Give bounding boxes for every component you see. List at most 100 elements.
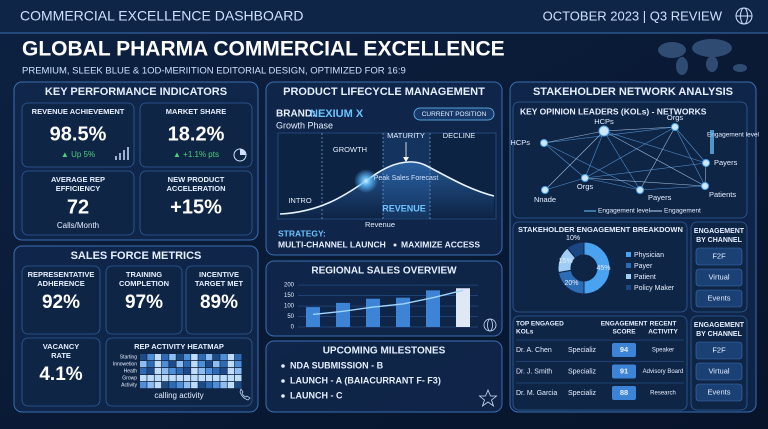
channel-item: F2F xyxy=(712,251,726,260)
heatmap-cell xyxy=(147,361,154,368)
milestone: LAUNCH - C xyxy=(290,390,343,400)
metric-card xyxy=(105,265,183,335)
network-node xyxy=(671,123,679,131)
node-label: HCPs xyxy=(594,117,614,126)
table-header: ACTIVITY xyxy=(648,329,678,336)
channel-item: F2F xyxy=(712,345,726,354)
globe-icon xyxy=(735,7,753,25)
kol-activity: Advisory Board xyxy=(643,369,684,375)
heatmap-cell xyxy=(154,361,162,368)
milestone: NDA SUBMISSION - B xyxy=(290,360,384,370)
bar xyxy=(456,288,470,327)
bar xyxy=(396,297,410,327)
heatmap-cell xyxy=(198,382,205,389)
heatmap-cell xyxy=(183,361,191,368)
heatmap-cell xyxy=(183,375,191,382)
y-tick-label: 150 xyxy=(284,293,295,299)
badge-text: CURRENT POSITION xyxy=(422,111,487,118)
heatmap-cell xyxy=(220,375,227,382)
kol-score: 94 xyxy=(620,345,629,354)
milestone: LAUNCH - A (BAIACURRANT F- F3) xyxy=(290,375,441,385)
heatmap-cell xyxy=(176,368,184,375)
bullet xyxy=(281,394,285,398)
network-edge xyxy=(584,177,706,187)
heatmap-cell xyxy=(176,375,184,382)
card-note: Calls/Month xyxy=(57,221,99,230)
heatmap-row-label: Activity xyxy=(121,382,137,388)
heatmap-cell xyxy=(140,361,147,368)
hero-title: GLOBAL PHARMA COMMERCIAL EXCELLENCE xyxy=(22,38,505,61)
heatmap-cell xyxy=(213,368,220,375)
card-label: REVENUE ACHIEVEMENT xyxy=(32,107,125,116)
heatmap-cell xyxy=(205,361,213,368)
stage-label: GROWTH xyxy=(333,145,367,154)
card-value: 89% xyxy=(200,292,238,313)
heatmap-cell xyxy=(220,382,227,389)
bar xyxy=(336,302,350,327)
bar xyxy=(306,307,320,327)
node-label: Orgs xyxy=(577,182,594,191)
slice-label: 15% xyxy=(559,258,573,265)
bullet xyxy=(393,243,397,247)
heatmap-cell xyxy=(161,375,169,382)
axis-label: Revenue xyxy=(365,220,395,229)
strategy-item: MAXIMIZE ACCESS xyxy=(401,239,480,249)
revenue-tag: REVENUE xyxy=(382,203,426,213)
heatmap-cell xyxy=(140,375,147,382)
table-header: ENGAGEMENT xyxy=(601,321,648,328)
heatmap-cell xyxy=(191,368,198,375)
bar xyxy=(366,298,380,327)
kol-activity: Research xyxy=(650,391,676,397)
table-header: KOLs xyxy=(516,329,534,336)
panel-title: STAKEHOLDER NETWORK ANALYSIS xyxy=(533,86,733,98)
breakdown-title: STAKEHOLDER ENGAGEMENT BREAKDOWN xyxy=(518,225,683,234)
heatmap-cell xyxy=(213,375,220,382)
heatmap-cell xyxy=(183,354,191,361)
kol-name: Dr. J. Smith xyxy=(516,368,552,375)
card-label: RATE xyxy=(51,351,71,360)
channel-item: Virtual xyxy=(708,366,729,375)
network-edge xyxy=(543,142,641,191)
heatmap-cell xyxy=(220,368,227,375)
card-label: REPRESENTATIVE xyxy=(28,270,95,279)
brand-name: NEXIUM X xyxy=(310,108,364,120)
heatmap-cell xyxy=(154,354,162,361)
heatmap-cell xyxy=(234,354,242,361)
card-label: AVERAGE REP xyxy=(51,175,105,184)
panel-title: KEY PERFORMANCE INDICATORS xyxy=(45,86,227,98)
network-edge xyxy=(584,130,605,179)
pie-icon-slice xyxy=(240,149,246,155)
channel-button xyxy=(695,362,743,381)
heatmap-cell xyxy=(198,354,205,361)
metric-card xyxy=(21,170,135,236)
kol-activity: Speaker xyxy=(652,348,674,354)
heatmap-cell xyxy=(234,382,242,389)
header-date: OCTOBER 2023 | Q3 REVIEW xyxy=(543,8,723,23)
slice-label: 45% xyxy=(596,265,610,272)
heatmap-cell xyxy=(227,382,235,389)
channel-button xyxy=(695,289,743,308)
y-tick-label: 0 xyxy=(291,325,295,331)
stage-label: DECLINE xyxy=(443,131,476,140)
header-bar xyxy=(0,0,768,33)
heatmap-cell xyxy=(147,382,154,389)
network-edge xyxy=(544,177,586,191)
channel-item: Virtual xyxy=(708,272,729,281)
card-value: 98.5% xyxy=(50,123,107,145)
card-delta: ▲ +1.1% pts xyxy=(173,150,219,159)
network-node xyxy=(701,182,709,190)
header-title: COMMERCIAL EXCELLENCE DASHBOARD xyxy=(20,8,303,24)
network-node xyxy=(598,125,610,137)
heatmap-cell xyxy=(161,354,169,361)
heatmap-cell xyxy=(169,361,176,368)
heatmap-cell xyxy=(234,375,242,382)
channel-title: ENGAGEMENT xyxy=(694,322,745,329)
heatmap-cell xyxy=(169,375,176,382)
card-delta: ▲ Up 5% xyxy=(61,150,95,159)
network-edge xyxy=(584,126,676,179)
heatmap-cell xyxy=(205,354,213,361)
heatmap-cell xyxy=(234,368,242,375)
network-edge xyxy=(584,177,641,191)
heatmap-cell xyxy=(169,368,176,375)
